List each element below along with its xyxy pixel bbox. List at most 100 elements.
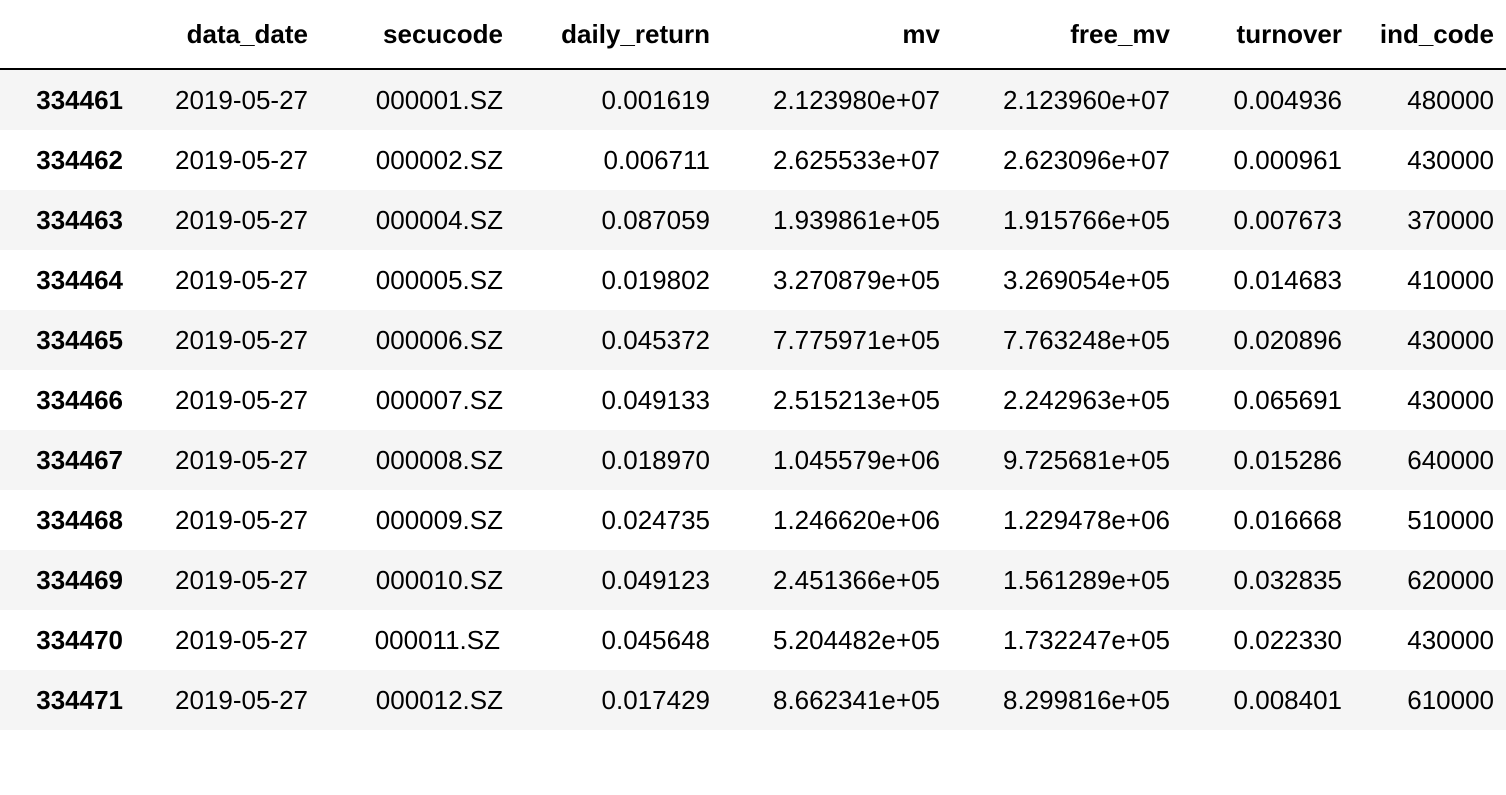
column-header-free-mv: free_mv bbox=[952, 0, 1182, 70]
table-row: 334461 2019-05-27 000001.SZ 0.001619 2.12398… bbox=[0, 69, 1506, 130]
cell-daily-return: 0.087059 bbox=[601, 204, 710, 235]
cell-ind-code: 430000 bbox=[1407, 324, 1494, 355]
cell-secucode: 000004.SZ bbox=[375, 204, 503, 235]
row-index: 334462 bbox=[36, 144, 123, 175]
cell-free-mv: 7.763248e+05 bbox=[1002, 324, 1170, 355]
cell-ind-code: 430000 bbox=[1407, 384, 1494, 415]
row-index: 334464 bbox=[36, 264, 123, 295]
column-header-daily-return: daily_return bbox=[515, 0, 722, 70]
cell-turnover: 0.007673 bbox=[1233, 204, 1342, 235]
cell-data-date: 2019-05-27 bbox=[175, 624, 308, 655]
cell-ind-code: 510000 bbox=[1407, 504, 1494, 535]
cell-secucode: 000002.SZ bbox=[375, 144, 503, 175]
index-header bbox=[0, 0, 135, 70]
cell-turnover: 0.016668 bbox=[1233, 504, 1342, 535]
cell-ind-code: 410000 bbox=[1407, 264, 1494, 295]
cell-secucode: 000011.SZ bbox=[374, 624, 500, 655]
cell-ind-code: 640000 bbox=[1407, 444, 1494, 475]
cell-mv: 2.123980e+07 bbox=[772, 84, 940, 115]
cell-free-mv: 8.299816e+05 bbox=[1002, 684, 1170, 715]
cell-free-mv: 1.915766e+05 bbox=[1002, 204, 1170, 235]
cell-free-mv: 3.269054e+05 bbox=[1002, 264, 1170, 295]
dataframe-output: data_date secucode daily_return mv free_… bbox=[0, 0, 1506, 730]
cell-ind-code: 620000 bbox=[1407, 564, 1494, 595]
row-index: 334470 bbox=[36, 624, 123, 655]
cell-daily-return: 0.045372 bbox=[601, 324, 710, 355]
cell-ind-code: 370000 bbox=[1407, 204, 1494, 235]
cell-mv: 3.270879e+05 bbox=[772, 264, 940, 295]
cell-ind-code: 430000 bbox=[1407, 624, 1494, 655]
row-index: 334461 bbox=[36, 84, 123, 115]
table-row: 334463 2019-05-27 000004.SZ 0.087059 1.93986… bbox=[0, 190, 1506, 250]
cell-data-date: 2019-05-27 bbox=[175, 504, 308, 535]
cell-turnover: 0.022330 bbox=[1233, 624, 1342, 655]
column-header-data-date: data_date bbox=[135, 0, 320, 70]
cell-daily-return: 0.024735 bbox=[601, 504, 710, 535]
table-row: 334465 2019-05-27 000006.SZ 0.045372 7.77597… bbox=[0, 310, 1506, 370]
cell-free-mv: 1.561289e+05 bbox=[1002, 564, 1170, 595]
row-index: 334469 bbox=[36, 564, 123, 595]
cell-secucode: 000005.SZ bbox=[375, 264, 503, 295]
cell-mv: 2.451366e+05 bbox=[772, 564, 940, 595]
cell-secucode: 000008.SZ bbox=[375, 444, 503, 475]
table-body: 334461 2019-05-27 000001.SZ 0.001619 2.12398… bbox=[0, 69, 1506, 730]
cell-daily-return: 0.017429 bbox=[601, 684, 710, 715]
cell-turnover: 0.020896 bbox=[1233, 324, 1342, 355]
cell-data-date: 2019-05-27 bbox=[175, 264, 308, 295]
cell-data-date: 2019-05-27 bbox=[175, 204, 308, 235]
cell-free-mv: 1.732247e+05 bbox=[1002, 624, 1170, 655]
cell-turnover: 0.004936 bbox=[1233, 84, 1342, 115]
cell-mv: 2.625533e+07 bbox=[772, 144, 940, 175]
cell-secucode: 000010.SZ bbox=[375, 564, 503, 595]
cell-ind-code: 610000 bbox=[1407, 684, 1494, 715]
cell-secucode: 000007.SZ bbox=[375, 384, 503, 415]
table-row: 334470 2019-05-27 000011.SZ 0.045648 5.20448… bbox=[0, 610, 1506, 670]
table-row: 334462 2019-05-27 000002.SZ 0.006711 2.62553… bbox=[0, 130, 1506, 190]
cell-daily-return: 0.001619 bbox=[601, 84, 710, 115]
table-header: data_date secucode daily_return mv free_… bbox=[0, 0, 1506, 70]
row-index: 334471 bbox=[36, 684, 123, 715]
cell-data-date: 2019-05-27 bbox=[175, 684, 308, 715]
row-index: 334468 bbox=[36, 504, 123, 535]
cell-turnover: 0.008401 bbox=[1233, 684, 1342, 715]
row-index: 334466 bbox=[36, 384, 123, 415]
table-row: 334471 2019-05-27 000012.SZ 0.017429 8.66234… bbox=[0, 670, 1506, 730]
cell-daily-return: 0.019802 bbox=[601, 264, 710, 295]
cell-data-date: 2019-05-27 bbox=[175, 324, 308, 355]
row-index: 334465 bbox=[36, 324, 123, 355]
cell-daily-return: 0.006711 bbox=[603, 144, 710, 175]
cell-mv: 1.045579e+06 bbox=[772, 444, 940, 475]
cell-secucode: 000001.SZ bbox=[375, 84, 503, 115]
cell-daily-return: 0.049123 bbox=[601, 564, 710, 595]
table-row: 334469 2019-05-27 000010.SZ 0.049123 2.45136… bbox=[0, 550, 1506, 610]
dataframe-table: data_date secucode daily_return mv free_… bbox=[0, 0, 1506, 730]
cell-turnover: 0.065691 bbox=[1233, 384, 1342, 415]
cell-data-date: 2019-05-27 bbox=[175, 84, 308, 115]
cell-data-date: 2019-05-27 bbox=[175, 444, 308, 475]
column-header-mv: mv bbox=[722, 0, 952, 70]
cell-mv: 5.204482e+05 bbox=[772, 624, 940, 655]
cell-secucode: 000012.SZ bbox=[375, 684, 503, 715]
cell-free-mv: 2.242963e+05 bbox=[1002, 384, 1170, 415]
cell-secucode: 000009.SZ bbox=[375, 504, 503, 535]
cell-daily-return: 0.049133 bbox=[601, 384, 710, 415]
row-index: 334463 bbox=[36, 204, 123, 235]
cell-daily-return: 0.018970 bbox=[601, 444, 710, 475]
cell-free-mv: 2.123960e+07 bbox=[1002, 84, 1170, 115]
cell-turnover: 0.032835 bbox=[1233, 564, 1342, 595]
cell-turnover: 0.000961 bbox=[1233, 144, 1342, 175]
row-index: 334467 bbox=[36, 444, 123, 475]
cell-turnover: 0.014683 bbox=[1233, 264, 1342, 295]
cell-mv: 8.662341e+05 bbox=[772, 684, 940, 715]
cell-mv: 2.515213e+05 bbox=[772, 384, 940, 415]
column-header-turnover: turnover bbox=[1182, 0, 1354, 70]
cell-data-date: 2019-05-27 bbox=[175, 384, 308, 415]
cell-turnover: 0.015286 bbox=[1233, 444, 1342, 475]
column-header-ind-code: ind_code bbox=[1354, 0, 1506, 70]
cell-ind-code: 480000 bbox=[1407, 84, 1494, 115]
cell-free-mv: 9.725681e+05 bbox=[1002, 444, 1170, 475]
table-row: 334467 2019-05-27 000008.SZ 0.018970 1.04557… bbox=[0, 430, 1506, 490]
table-row: 334464 2019-05-27 000005.SZ 0.019802 3.27087… bbox=[0, 250, 1506, 310]
column-header-secucode: secucode bbox=[320, 0, 515, 70]
cell-data-date: 2019-05-27 bbox=[175, 144, 308, 175]
